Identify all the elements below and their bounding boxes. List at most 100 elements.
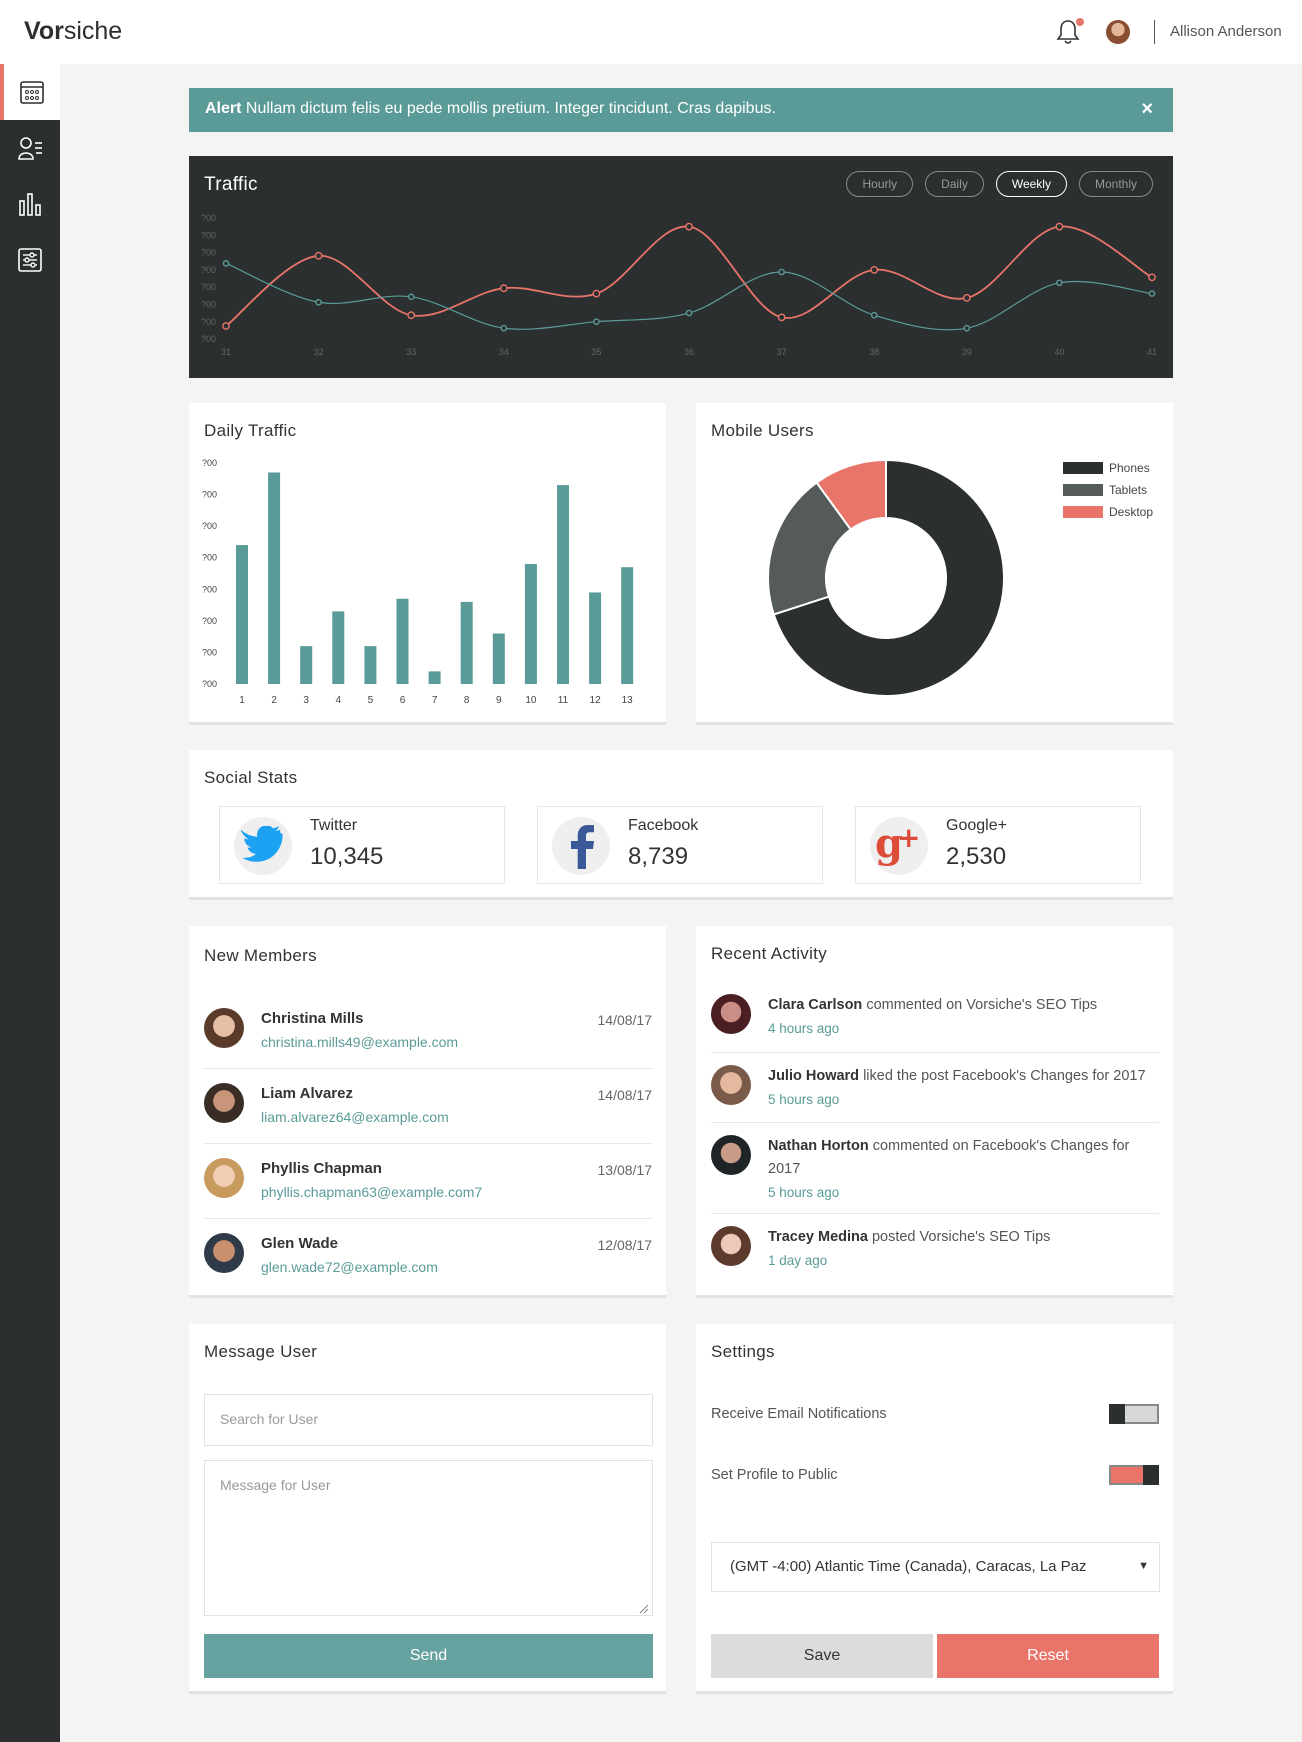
avatar[interactable] — [1106, 20, 1130, 44]
twitter-icon — [234, 817, 292, 875]
bar — [589, 592, 602, 684]
alert-label: Alert — [205, 100, 242, 117]
data-point — [778, 268, 785, 276]
data-point — [407, 311, 416, 320]
data-point — [777, 313, 786, 322]
y-tick-label: ?00 — [202, 521, 217, 531]
data-point — [407, 293, 415, 301]
message-textarea[interactable]: Message for User — [204, 1460, 653, 1616]
member-email[interactable]: phyllis.chapman63@example.com7 — [261, 1184, 483, 1200]
message-user-title: Message User — [204, 1342, 318, 1361]
data-point — [1055, 222, 1064, 231]
list-item[interactable]: Liam Alvarez liam.alvarez64@example.com … — [204, 1069, 652, 1144]
avatar — [711, 1135, 751, 1175]
avatar — [204, 1233, 244, 1273]
legend-swatch — [1063, 462, 1103, 474]
mobile-users-card: Mobile Users Phones Tablets Desktop — [696, 403, 1173, 725]
email-notifications-toggle[interactable] — [1109, 1404, 1159, 1424]
username[interactable]: Allison Anderson — [1170, 23, 1282, 40]
y-tick-label: ?00 — [201, 300, 216, 310]
sidebar-item-settings[interactable] — [0, 232, 60, 288]
close-icon[interactable]: × — [1141, 98, 1153, 120]
sidebar-item-dashboard[interactable] — [0, 64, 60, 120]
sidebar-item-members[interactable] — [0, 120, 60, 176]
data-point — [870, 311, 878, 319]
sidebar-item-charts[interactable] — [0, 176, 60, 232]
member-date: 14/08/17 — [597, 1087, 653, 1103]
public-profile-toggle[interactable] — [1109, 1465, 1159, 1485]
mobile-users-title: Mobile Users — [711, 421, 814, 440]
tab-weekly[interactable]: Weekly — [995, 171, 1067, 197]
data-point — [963, 324, 971, 332]
list-item[interactable]: Tracey Medina posted Vorsiche's SEO Tips… — [711, 1214, 1159, 1284]
twitter-box[interactable]: Twitter 10,345 — [219, 806, 505, 884]
x-tick-label: 34 — [499, 347, 509, 357]
avatar — [204, 1158, 244, 1198]
message-user-card: Message User Search for User Message for… — [189, 1324, 666, 1694]
timezone-value: (GMT -4:00) Atlantic Time (Canada), Cara… — [730, 1558, 1087, 1575]
x-tick-label: 2 — [271, 695, 277, 706]
y-tick-label: ?00 — [201, 248, 216, 258]
list-item[interactable]: Clara Carlson commented on Vorsiche's SE… — [711, 982, 1159, 1053]
tab-hourly[interactable]: Hourly — [846, 171, 914, 197]
x-tick-label: 6 — [400, 695, 406, 706]
timezone-select[interactable]: (GMT -4:00) Atlantic Time (Canada), Cara… — [711, 1542, 1160, 1592]
settings-sliders-icon — [18, 248, 42, 272]
list-item[interactable]: Christina Mills christina.mills49@exampl… — [204, 994, 652, 1069]
save-button[interactable]: Save — [711, 1634, 933, 1678]
member-name: Liam Alvarez — [261, 1085, 353, 1102]
facebook-icon — [552, 817, 610, 875]
data-point — [314, 251, 323, 260]
list-item[interactable]: Nathan Horton commented on Facebook's Ch… — [711, 1123, 1159, 1214]
caret-down-icon: ▼ — [1138, 1560, 1149, 1572]
divider — [1154, 20, 1155, 44]
data-point — [222, 260, 230, 267]
x-tick-label: 35 — [591, 347, 601, 357]
member-email[interactable]: glen.wade72@example.com — [261, 1259, 438, 1275]
member-email[interactable]: liam.alvarez64@example.com — [261, 1109, 449, 1125]
tab-monthly[interactable]: Monthly — [1078, 171, 1153, 197]
new-members-card: New Members Christina Mills christina.mi… — [189, 926, 666, 1298]
bell-icon[interactable] — [1055, 18, 1081, 46]
social-name: Google+ — [946, 817, 1007, 834]
legend-label: Desktop — [1109, 505, 1153, 519]
legend-label: Tablets — [1109, 483, 1147, 497]
social-name: Twitter — [310, 817, 358, 834]
x-tick-label: 11 — [558, 695, 569, 706]
bar — [524, 564, 537, 684]
data-point — [1056, 279, 1063, 287]
bar — [492, 633, 505, 684]
tab-daily[interactable]: Daily — [925, 171, 984, 197]
svg-text:g: g — [875, 821, 903, 867]
reset-button[interactable]: Reset — [937, 1634, 1159, 1678]
list-item[interactable]: Phyllis Chapman phyllis.chapman63@exampl… — [204, 1144, 652, 1219]
x-tick-label: 38 — [869, 347, 879, 357]
sidebar — [0, 64, 60, 1742]
member-email[interactable]: christina.mills49@example.com — [261, 1034, 459, 1050]
x-tick-label: 37 — [777, 347, 787, 357]
facebook-box[interactable]: Facebook 8,739 — [537, 806, 823, 884]
pie-slice — [767, 481, 853, 616]
social-stats-title: Social Stats — [204, 768, 298, 787]
send-button[interactable]: Send — [204, 1634, 653, 1678]
data-point — [500, 324, 508, 332]
bar — [460, 601, 473, 684]
list-item[interactable]: Glen Wade glen.wade72@example.com 12/08/… — [204, 1219, 652, 1294]
google-plus-icon: g + — [870, 817, 928, 875]
y-tick-label: ?00 — [201, 265, 216, 275]
list-item[interactable]: Julio Howard liked the post Facebook's C… — [711, 1053, 1159, 1123]
calendar-icon — [20, 81, 44, 104]
x-tick-label: 31 — [221, 347, 231, 357]
resize-handle-icon[interactable] — [639, 1604, 649, 1614]
avatar — [204, 1008, 244, 1048]
data-point — [685, 222, 693, 231]
recent-activity-card: Recent Activity Clara Carlson commented … — [696, 926, 1173, 1298]
x-tick-label: 36 — [684, 347, 694, 357]
search-input[interactable]: Search for User — [204, 1394, 653, 1446]
x-tick-label: 3 — [303, 695, 309, 706]
y-tick-label: ?00 — [202, 616, 217, 626]
social-count: 8,739 — [628, 843, 689, 870]
google-plus-box[interactable]: g + Google+ 2,530 — [855, 806, 1141, 884]
data-point — [315, 298, 322, 306]
brand-logo[interactable]: Vorsiche — [24, 17, 123, 45]
